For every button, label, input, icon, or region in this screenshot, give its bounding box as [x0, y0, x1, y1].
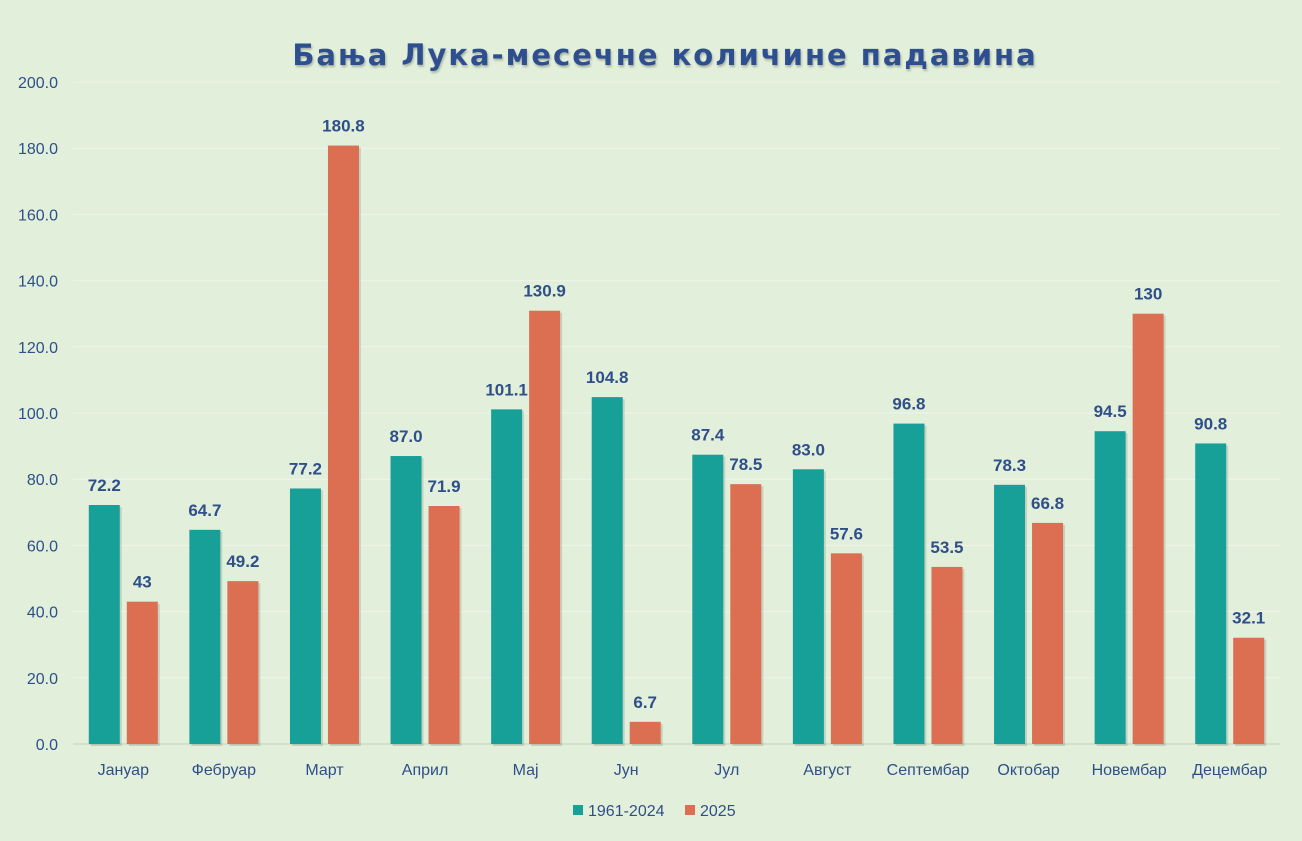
- x-tick-label: Јануар: [98, 762, 149, 779]
- legend-swatch: [573, 805, 583, 815]
- bar: [1032, 522, 1064, 744]
- x-tick-label: Јул: [714, 762, 739, 779]
- bar: [1233, 637, 1265, 744]
- data-label: 101.1: [485, 380, 528, 399]
- x-tick-label: Мај: [513, 762, 539, 779]
- y-tick-label: 0.0: [36, 737, 58, 754]
- y-tick-label: 140.0: [18, 274, 58, 291]
- bar: [529, 310, 561, 744]
- chart-title: Бања Лука-месечне количине падавина: [292, 38, 1038, 72]
- legend-swatch: [685, 805, 695, 815]
- data-label: 83.0: [792, 440, 825, 459]
- bar: [428, 506, 460, 744]
- data-label: 32.1: [1232, 609, 1265, 628]
- x-tick-label: Јун: [614, 762, 639, 779]
- x-tick-label: Октобар: [997, 762, 1059, 779]
- bar: [390, 456, 422, 744]
- data-label: 94.5: [1094, 402, 1127, 421]
- data-label: 130: [1134, 285, 1162, 304]
- legend-label: 2025: [700, 803, 736, 820]
- data-label: 77.2: [289, 459, 322, 478]
- x-tick-label: Новембар: [1092, 762, 1167, 779]
- bar: [1094, 431, 1126, 744]
- bar: [730, 484, 762, 744]
- data-label: 78.5: [729, 455, 762, 474]
- bar: [227, 581, 259, 744]
- x-tick-label: Септембар: [887, 762, 970, 779]
- bar: [1195, 443, 1227, 744]
- y-tick-label: 200.0: [18, 75, 58, 92]
- bar: [893, 423, 925, 744]
- bar: [830, 553, 862, 744]
- data-label: 90.8: [1194, 414, 1227, 433]
- data-label: 6.7: [633, 693, 657, 712]
- data-label: 87.0: [389, 427, 422, 446]
- data-label: 71.9: [427, 477, 460, 496]
- bar: [1132, 313, 1164, 744]
- bar: [88, 505, 120, 744]
- y-tick-label: 80.0: [27, 472, 58, 489]
- x-tick-label: Децембар: [1192, 762, 1267, 779]
- y-tick-label: 120.0: [18, 340, 58, 357]
- data-label: 49.2: [226, 552, 259, 571]
- y-tick-label: 100.0: [18, 406, 58, 423]
- bar: [591, 397, 623, 744]
- data-label: 64.7: [188, 501, 221, 520]
- bar: [289, 488, 321, 744]
- x-tick-label: Фебруар: [192, 762, 256, 779]
- y-tick-label: 180.0: [18, 141, 58, 158]
- bar: [792, 469, 824, 744]
- legend-label: 1961-2024: [588, 803, 665, 820]
- data-label: 43: [133, 573, 152, 592]
- y-tick-label: 40.0: [27, 605, 58, 622]
- bar: [491, 409, 523, 744]
- bar: [126, 601, 158, 744]
- x-tick-label: Август: [803, 762, 852, 779]
- bar: [327, 145, 359, 744]
- data-label: 87.4: [691, 426, 725, 445]
- bar: [189, 529, 221, 744]
- data-label: 96.8: [892, 395, 925, 414]
- y-tick-label: 20.0: [27, 671, 58, 688]
- data-label: 57.6: [830, 524, 863, 543]
- bar: [629, 721, 661, 744]
- y-tick-label: 60.0: [27, 538, 58, 555]
- y-tick-label: 160.0: [18, 207, 58, 224]
- data-label: 180.8: [322, 117, 365, 136]
- data-label: 130.9: [523, 282, 566, 301]
- x-tick-label: Април: [402, 762, 449, 779]
- data-label: 72.2: [88, 476, 121, 495]
- data-label: 53.5: [930, 538, 963, 557]
- data-label: 104.8: [586, 368, 629, 387]
- x-tick-label: Март: [305, 762, 344, 779]
- data-label: 66.8: [1031, 494, 1064, 513]
- data-label: 78.3: [993, 456, 1026, 475]
- bar: [692, 454, 724, 744]
- bar: [994, 484, 1026, 744]
- bar: [931, 566, 963, 744]
